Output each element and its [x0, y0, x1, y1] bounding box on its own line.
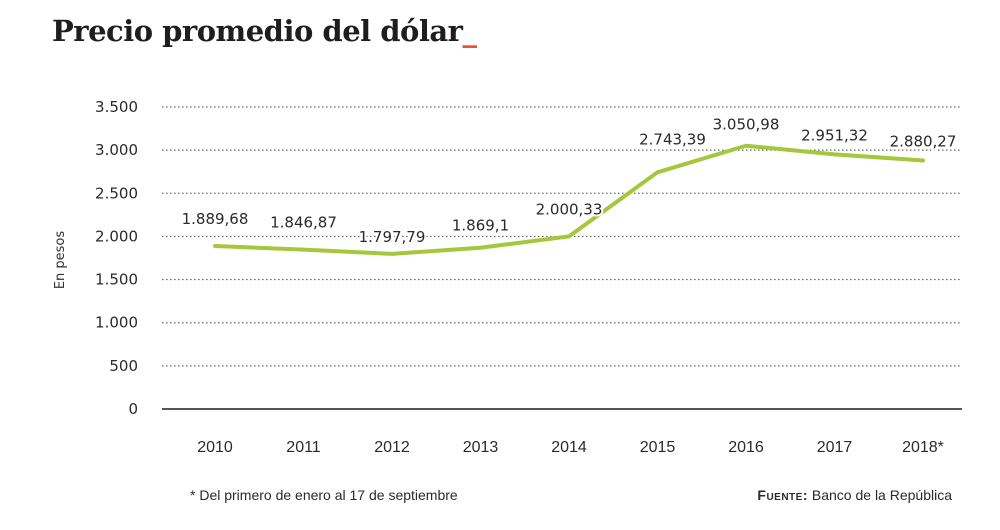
data-label: 1.869,1	[452, 217, 509, 235]
data-label: 1.846,87	[270, 214, 337, 232]
chart-title: Precio promedio del dólar_	[52, 14, 477, 48]
x-tick-label: 2014	[551, 439, 587, 456]
source-value: Banco de la República	[808, 487, 952, 503]
x-tick-label: 2018*	[902, 439, 944, 456]
y-tick-label: 0	[128, 400, 138, 418]
y-tick-label: 3.500	[95, 98, 138, 116]
y-tick-label: 2.000	[95, 227, 138, 245]
y-tick-label: 1.500	[95, 271, 138, 289]
data-label: 2.000,33	[536, 200, 603, 218]
y-tick-label: 2.500	[95, 184, 138, 202]
y-tick-label: 1.000	[95, 314, 138, 332]
data-label: 2.880,27	[890, 132, 957, 150]
x-tick-label: 2010	[197, 439, 233, 456]
y-tick-label: 3.000	[95, 141, 138, 159]
x-tick-label: 2013	[463, 439, 499, 456]
gridlines	[162, 106, 962, 410]
source-note: Fuente: Banco de la República	[757, 487, 952, 503]
chart-title-text: Precio promedio del dólar	[52, 14, 463, 48]
source-label: Fuente:	[757, 487, 808, 503]
data-label: 1.797,79	[359, 228, 426, 246]
data-label: 3.050,98	[713, 116, 780, 134]
title-accent-underscore: _	[462, 14, 477, 48]
y-tick-label: 500	[109, 357, 138, 375]
x-axis-ticks: 2010 2011 2012 2013 2014 2015 2016 2017 2018*	[197, 439, 944, 456]
footnote: * Del primero de enero al 17 de septiemb…	[190, 487, 458, 503]
data-points	[214, 145, 924, 254]
data-labels: 1.889,68 1.846,87 1.797,79 1.869,1 2.000,33 2…	[180, 114, 959, 248]
x-tick-label: 2016	[728, 439, 764, 456]
x-tick-label: 2011	[286, 439, 321, 456]
data-label: 2.951,32	[801, 126, 868, 144]
x-tick-label: 2017	[817, 439, 853, 456]
data-label: 2.743,39	[639, 130, 706, 148]
x-tick-label: 2012	[374, 439, 410, 456]
y-axis-ticks: 0 500 1.000 1.500 2.000 2.500 3.000 3.500	[95, 98, 138, 418]
x-tick-label: 2015	[640, 439, 676, 456]
data-label: 1.889,68	[182, 210, 249, 228]
y-axis-title: En pesos	[53, 231, 68, 290]
